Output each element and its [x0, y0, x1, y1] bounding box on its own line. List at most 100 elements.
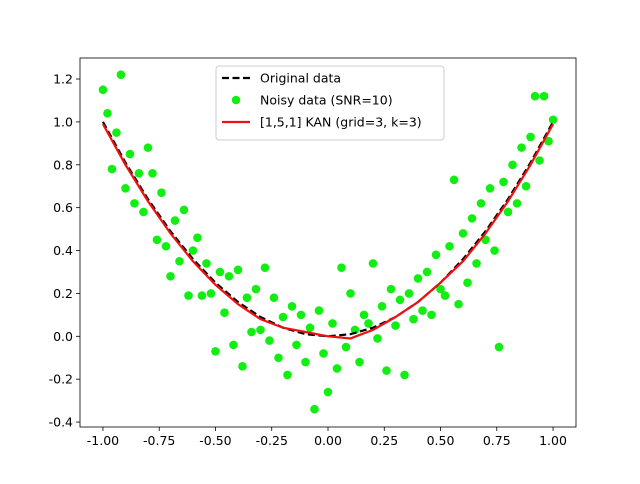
data-point [418, 306, 427, 315]
data-point [220, 308, 229, 318]
data-point [170, 216, 180, 225]
data-point [512, 199, 522, 208]
data-point [355, 357, 364, 367]
data-point [143, 143, 153, 152]
data-point [166, 271, 175, 281]
data-point [139, 207, 148, 217]
data-point [485, 184, 495, 193]
legend-label: Noisy data (SNR=10) [260, 93, 393, 108]
data-point [296, 310, 306, 320]
data-point [386, 284, 396, 294]
data-point [197, 291, 207, 300]
data-point [409, 314, 418, 324]
data-point [103, 109, 112, 118]
x-tick-label: 1.00 [539, 433, 567, 448]
data-point [152, 235, 162, 245]
data-point [521, 181, 531, 191]
x-tick-label: -0.75 [143, 433, 175, 448]
data-point [404, 289, 414, 298]
data-point [323, 387, 333, 397]
x-tick-label: -1.00 [87, 433, 119, 448]
x-tick-label: 0.25 [370, 433, 398, 448]
data-point [364, 319, 373, 328]
x-tick-label: 0.75 [483, 433, 511, 448]
data-point [341, 342, 351, 352]
legend-box [215, 65, 445, 141]
data-point [391, 321, 400, 330]
data-point [184, 291, 193, 300]
data-point [116, 70, 126, 80]
legend-label: Original data [260, 71, 341, 86]
data-point [332, 364, 342, 373]
plot-area [98, 70, 558, 414]
data-point [224, 271, 234, 281]
data-point [175, 256, 184, 266]
data-point [328, 319, 337, 328]
data-point [517, 143, 526, 152]
data-point [503, 207, 513, 217]
data-point [215, 267, 225, 277]
y-tick-label: 0.8 [53, 157, 73, 172]
data-point [247, 327, 256, 337]
data-point [490, 246, 499, 255]
data-point [467, 214, 477, 223]
data-point [314, 306, 324, 315]
data-point [148, 169, 157, 178]
data-point [283, 370, 292, 380]
x-tick-label: -0.50 [199, 433, 231, 448]
data-point [413, 274, 423, 283]
data-point [134, 169, 144, 178]
data-point [431, 250, 441, 260]
data-point [157, 188, 166, 197]
data-point [436, 284, 445, 294]
data-point [395, 295, 405, 305]
data-point [548, 115, 558, 125]
data-point [269, 293, 279, 303]
y-tick-label: -0.4 [49, 415, 73, 430]
data-point [535, 156, 544, 165]
data-point [346, 289, 355, 298]
data-point [472, 259, 481, 268]
data-point [193, 233, 202, 242]
data-point [238, 362, 247, 371]
data-point [463, 278, 472, 288]
legend-label: [1,5,1] KAN (grid=3, k=3) [260, 115, 422, 130]
data-point [400, 370, 409, 380]
data-point [233, 265, 243, 275]
data-point [499, 177, 508, 187]
data-point [449, 175, 459, 185]
data-point [211, 347, 220, 356]
data-point [359, 310, 369, 320]
axes-frame [79, 57, 577, 428]
data-point [337, 263, 346, 272]
data-point [278, 312, 288, 322]
data-line [101, 123, 555, 340]
data-point [130, 199, 139, 208]
data-point [530, 91, 540, 101]
data-point [202, 259, 211, 268]
data-point [544, 136, 553, 146]
y-tick-label: 0.2 [53, 286, 73, 301]
data-point [319, 349, 328, 358]
data-point [368, 259, 378, 268]
data-point [107, 164, 117, 174]
y-tick-label: 0.4 [53, 243, 73, 258]
legend-marker [231, 95, 241, 105]
data-point [440, 291, 450, 300]
data-point [274, 353, 283, 363]
data-point [242, 293, 252, 303]
data-point [188, 246, 198, 255]
data-point [539, 91, 549, 101]
y-tick-label: 1.0 [53, 114, 73, 129]
data-point [260, 263, 270, 272]
data-point [179, 205, 189, 215]
data-point [301, 357, 310, 367]
x-tick-label: -0.25 [256, 433, 288, 448]
y-tick-label: 1.2 [53, 72, 73, 87]
data-point [526, 132, 535, 142]
data-point [251, 284, 261, 294]
data-point [373, 334, 382, 343]
data-point [287, 301, 297, 311]
